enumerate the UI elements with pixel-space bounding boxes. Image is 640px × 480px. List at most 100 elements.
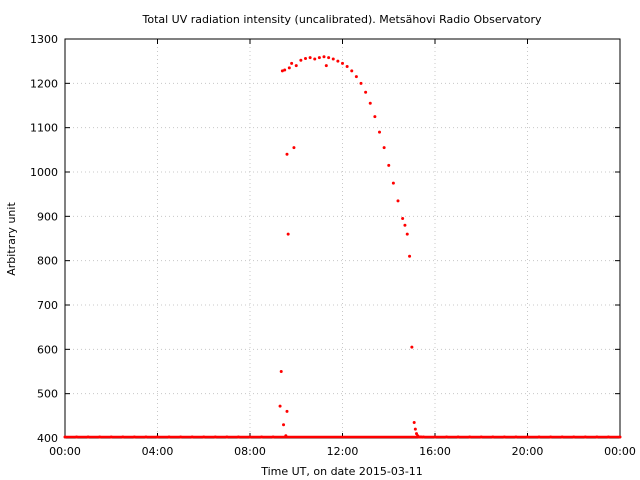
y-axis: 400 500 600 700 800 900 1000 1100 1200 1300 bbox=[30, 33, 620, 445]
data-point bbox=[324, 64, 328, 68]
chart-title: Total UV radiation intensity (uncalibrat… bbox=[142, 13, 542, 26]
data-point bbox=[271, 435, 275, 439]
data-point bbox=[248, 435, 252, 439]
data-point bbox=[304, 57, 307, 61]
plot-frame bbox=[64, 38, 621, 439]
data-point bbox=[433, 435, 437, 439]
data-point bbox=[387, 163, 391, 167]
data-point bbox=[456, 435, 460, 439]
data-point bbox=[98, 435, 102, 439]
data-point bbox=[618, 435, 622, 439]
data-point bbox=[354, 75, 358, 79]
data-point bbox=[479, 435, 483, 439]
y-tick-label: 1300 bbox=[30, 33, 58, 46]
data-point bbox=[396, 199, 400, 203]
data-point bbox=[537, 435, 541, 439]
data-point bbox=[350, 69, 354, 73]
data-point bbox=[368, 101, 372, 105]
data-point bbox=[549, 435, 553, 439]
y-tick-label: 1000 bbox=[30, 166, 58, 179]
data-point bbox=[63, 435, 67, 439]
y-tick-label: 700 bbox=[37, 299, 58, 312]
x-tick-label: 16:00 bbox=[419, 445, 451, 458]
y-tick-label: 400 bbox=[37, 432, 58, 445]
data-point bbox=[401, 217, 405, 221]
data-point bbox=[502, 435, 506, 439]
data-point bbox=[336, 59, 340, 63]
x-tick-label: 00:00 bbox=[49, 445, 81, 458]
x-axis-label: Time UT, on date 2015-03-11 bbox=[260, 465, 423, 478]
data-point bbox=[279, 370, 283, 373]
y-tick-label: 900 bbox=[37, 210, 58, 223]
data-point bbox=[294, 64, 298, 68]
data-point bbox=[410, 345, 414, 349]
data-point bbox=[156, 435, 159, 439]
data-point bbox=[179, 435, 183, 439]
data-point bbox=[225, 435, 229, 439]
data-point bbox=[415, 432, 418, 436]
x-tick-label: 08:00 bbox=[234, 445, 266, 458]
data-point bbox=[405, 232, 409, 236]
data-point bbox=[408, 254, 412, 258]
data-point bbox=[421, 435, 425, 439]
data-point bbox=[213, 435, 217, 439]
data-point bbox=[468, 435, 472, 439]
y-tick-label: 1100 bbox=[30, 122, 58, 135]
data-point bbox=[412, 420, 416, 424]
data-point bbox=[260, 435, 264, 439]
x-tick-label: 20:00 bbox=[512, 445, 544, 458]
data-point bbox=[317, 56, 321, 60]
data-point bbox=[345, 64, 349, 68]
data-point bbox=[285, 152, 289, 156]
data-point bbox=[285, 409, 289, 413]
data-point bbox=[341, 61, 344, 65]
data-point bbox=[86, 435, 90, 439]
data-point bbox=[595, 435, 599, 439]
x-tick-label: 04:00 bbox=[142, 445, 174, 458]
data-point bbox=[286, 232, 290, 236]
y-tick-label: 800 bbox=[37, 255, 58, 268]
data-point bbox=[514, 435, 518, 439]
data-point bbox=[144, 435, 148, 439]
data-point bbox=[331, 57, 335, 61]
data-point bbox=[583, 435, 587, 439]
y-tick-label: 500 bbox=[37, 388, 58, 401]
data-point bbox=[280, 69, 284, 73]
data-point bbox=[391, 181, 395, 185]
data-point bbox=[322, 55, 326, 59]
data-point bbox=[109, 435, 113, 439]
y-tick-label: 600 bbox=[37, 343, 58, 356]
data-point bbox=[606, 435, 610, 439]
data-point bbox=[278, 404, 282, 408]
data-point bbox=[359, 81, 363, 85]
data-point bbox=[313, 57, 317, 61]
data-point bbox=[403, 223, 407, 227]
data-point bbox=[167, 435, 171, 439]
data-point bbox=[382, 146, 386, 150]
data-point bbox=[190, 435, 194, 439]
grid bbox=[65, 39, 620, 438]
data-points bbox=[63, 55, 622, 439]
data-point bbox=[327, 56, 331, 60]
x-tick-label: 12:00 bbox=[327, 445, 359, 458]
data-point bbox=[364, 90, 368, 94]
data-point bbox=[419, 435, 423, 439]
data-point bbox=[560, 435, 564, 439]
y-tick-label: 1200 bbox=[30, 77, 58, 90]
data-point bbox=[283, 68, 287, 72]
data-point bbox=[526, 435, 529, 439]
data-point bbox=[236, 435, 240, 439]
data-point bbox=[121, 435, 125, 439]
x-tick-label: 00:00 bbox=[604, 445, 636, 458]
data-point bbox=[287, 66, 291, 70]
data-point bbox=[373, 115, 377, 119]
data-point bbox=[292, 146, 296, 150]
data-point bbox=[413, 427, 417, 431]
data-point bbox=[378, 130, 381, 134]
data-point bbox=[445, 435, 449, 439]
y-axis-label: Arbitrary unit bbox=[5, 202, 18, 276]
data-point bbox=[308, 56, 312, 60]
data-point bbox=[290, 61, 294, 65]
data-point bbox=[299, 58, 303, 62]
